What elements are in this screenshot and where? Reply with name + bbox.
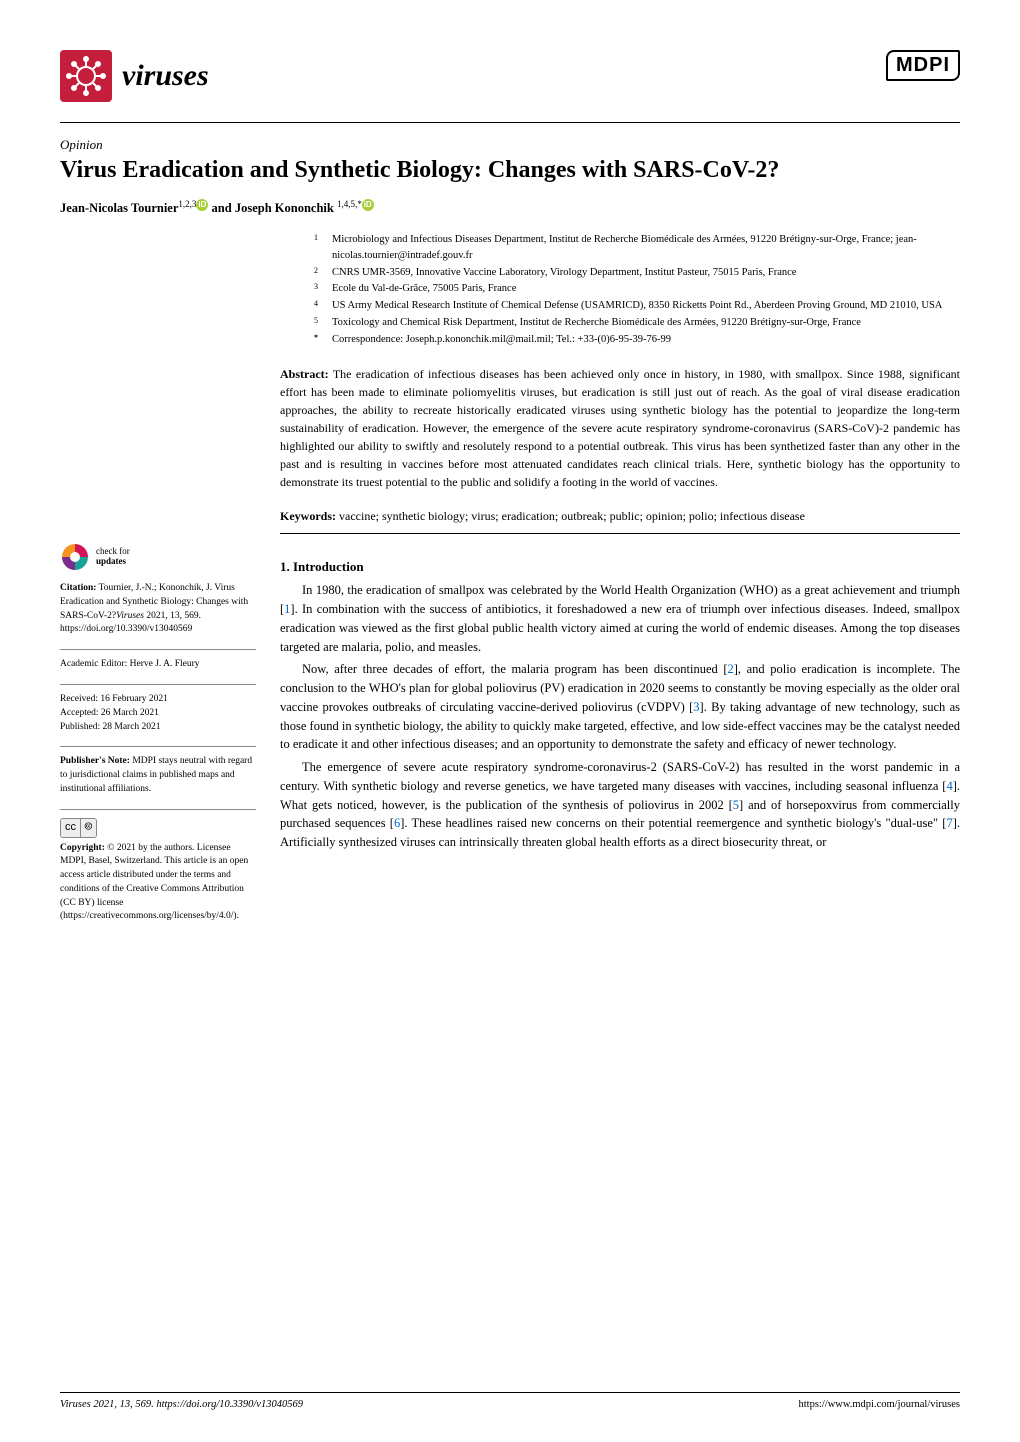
header: viruses MDPI [60, 50, 960, 102]
keywords-divider [280, 533, 960, 534]
aff-sup: 1 [314, 232, 322, 264]
journal-name: viruses [122, 59, 209, 93]
accepted-date: 26 March 2021 [101, 708, 159, 718]
cc-license-badge[interactable]: cc🅭 [60, 818, 97, 838]
aff-text: CNRS UMR-3569, Innovative Vaccine Labora… [332, 265, 796, 281]
sidebar-divider [60, 809, 256, 810]
abstract-label: Abstract: [280, 367, 329, 381]
editor-block: Academic Editor: Herve J. A. Fleury [60, 658, 256, 672]
corr-sup: * [314, 332, 322, 348]
authors-and: and Joseph Kononchik [208, 201, 337, 215]
copyright-label: Copyright: [60, 843, 105, 853]
author-2-sup: 1,4,5,* [337, 199, 362, 209]
aff-text: Toxicology and Chemical Risk Department,… [332, 315, 861, 331]
check-updates[interactable]: check for updates [60, 542, 256, 572]
section-heading: 1. Introduction [280, 558, 960, 577]
journal-logo: viruses [60, 50, 209, 102]
header-divider [60, 122, 960, 123]
sidebar-divider [60, 649, 256, 650]
pubnote-label: Publisher's Note: [60, 756, 130, 766]
main-column: 1 Microbiology and Infectious Diseases De… [280, 232, 960, 936]
abstract-text: The eradication of infectious diseases h… [280, 367, 960, 489]
aff-text: Ecole du Val-de-Grâce, 75005 Paris, Fran… [332, 281, 516, 297]
footer-right[interactable]: https://www.mdpi.com/journal/viruses [799, 1399, 960, 1410]
editor-label: Academic Editor: [60, 659, 130, 669]
citation-label: Citation: [60, 583, 96, 593]
check-line2: updates [96, 556, 126, 566]
content: check for updates Citation: Tournier, J.… [60, 232, 960, 936]
accepted-label: Accepted: [60, 708, 101, 718]
footer: Viruses 2021, 13, 569. https://doi.org/1… [60, 1392, 960, 1410]
article-type: Opinion [60, 137, 960, 153]
affiliations: 1 Microbiology and Infectious Diseases De… [314, 232, 960, 347]
copyright-block: Copyright: © 2021 by the authors. Licens… [60, 842, 256, 925]
corr-text: Correspondence: Joseph.p.kononchik.mil@m… [332, 332, 671, 348]
orcid-icon[interactable]: iD [362, 199, 374, 211]
keywords-label: Keywords: [280, 509, 336, 523]
keywords: Keywords: vaccine; synthetic biology; vi… [280, 507, 960, 525]
aff-sup: 5 [314, 315, 322, 331]
footer-left: Viruses 2021, 13, 569. https://doi.org/1… [60, 1399, 303, 1410]
aff-sup: 4 [314, 298, 322, 314]
received-label: Received: [60, 694, 100, 704]
body-paragraph: The emergence of severe acute respirator… [280, 758, 960, 852]
sidebar-divider [60, 684, 256, 685]
author-1: Jean-Nicolas Tournier [60, 201, 178, 215]
body-paragraph: Now, after three decades of effort, the … [280, 660, 960, 754]
sidebar-divider [60, 746, 256, 747]
publisher-note-block: Publisher's Note: MDPI stays neutral wit… [60, 755, 256, 796]
check-updates-icon [60, 542, 90, 572]
published-date: 28 March 2021 [103, 722, 161, 732]
editor-name: Herve J. A. Fleury [130, 659, 200, 669]
dates-block: Received: 16 February 2021 Accepted: 26 … [60, 693, 256, 734]
abstract: Abstract: The eradication of infectious … [280, 365, 960, 491]
aff-sup: 3 [314, 281, 322, 297]
aff-text: Microbiology and Infectious Diseases Dep… [332, 232, 960, 264]
citation-block: Citation: Tournier, J.-N.; Kononchik, J.… [60, 582, 256, 637]
published-label: Published: [60, 722, 103, 732]
aff-text: US Army Medical Research Institute of Ch… [332, 298, 942, 314]
sidebar: check for updates Citation: Tournier, J.… [60, 232, 256, 936]
publisher-logo: MDPI [886, 50, 960, 81]
orcid-icon[interactable]: iD [196, 199, 208, 211]
keywords-text: vaccine; synthetic biology; virus; eradi… [336, 509, 805, 523]
authors: Jean-Nicolas Tournier1,2,3iD and Joseph … [60, 199, 960, 216]
copyright-text: © 2021 by the authors. Licensee MDPI, Ba… [60, 843, 248, 922]
received-date: 16 February 2021 [100, 694, 168, 704]
citation-journal: Viruses [116, 611, 144, 621]
virus-icon [60, 50, 112, 102]
aff-sup: 2 [314, 265, 322, 281]
body-paragraph: In 1980, the eradication of smallpox was… [280, 581, 960, 656]
check-updates-text: check for updates [96, 547, 130, 567]
author-1-sup: 1,2,3 [178, 199, 196, 209]
article-title: Virus Eradication and Synthetic Biology:… [60, 155, 960, 185]
